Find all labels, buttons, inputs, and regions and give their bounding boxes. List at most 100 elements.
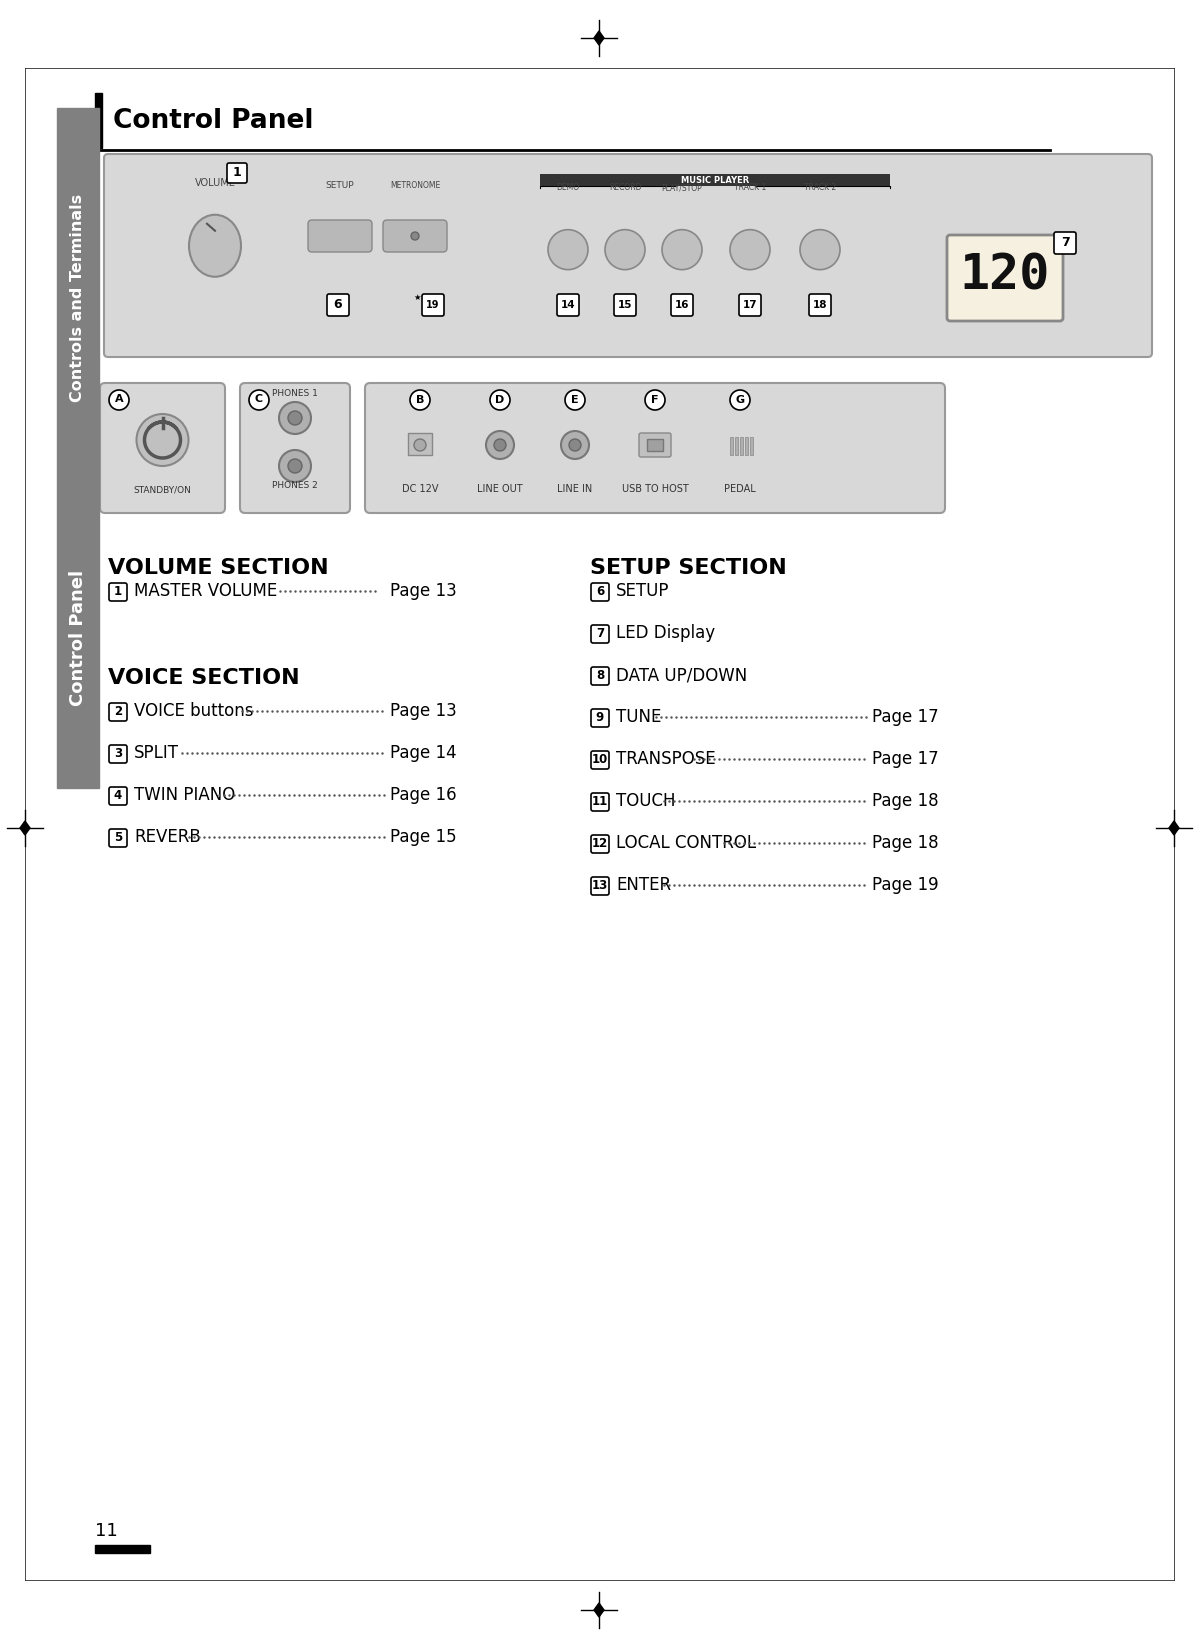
Circle shape [137, 414, 188, 466]
FancyBboxPatch shape [382, 219, 447, 252]
FancyBboxPatch shape [109, 788, 127, 804]
Text: 10: 10 [592, 753, 608, 766]
Text: ENTER: ENTER [616, 877, 671, 893]
Text: Controls and Terminals: Controls and Terminals [71, 194, 85, 402]
Text: PLAY/STOP: PLAY/STOP [662, 183, 703, 193]
FancyBboxPatch shape [109, 745, 127, 763]
Text: STANDBY/ON: STANDBY/ON [133, 485, 192, 494]
Text: 7: 7 [596, 626, 604, 639]
Text: 12: 12 [592, 837, 608, 850]
Text: Page 18: Page 18 [872, 834, 939, 852]
Text: Page 17: Page 17 [872, 709, 939, 727]
Circle shape [605, 229, 645, 270]
Bar [540, 175, 890, 186]
Circle shape [494, 438, 506, 452]
Text: MUSIC PLAYER: MUSIC PLAYER [681, 175, 749, 185]
Text: TOUCH: TOUCH [616, 793, 675, 811]
FancyBboxPatch shape [422, 293, 444, 316]
Ellipse shape [189, 214, 241, 277]
Text: 16: 16 [675, 300, 689, 310]
Bar [647, 438, 663, 452]
Text: REVERB: REVERB [134, 827, 200, 845]
Text: TUNE: TUNE [616, 709, 662, 727]
Circle shape [109, 391, 129, 410]
FancyBboxPatch shape [591, 793, 609, 811]
Text: ★: ★ [414, 292, 421, 302]
Text: Control Panel: Control Panel [113, 107, 313, 133]
Text: PHONES 1: PHONES 1 [272, 389, 318, 399]
Circle shape [411, 232, 418, 241]
Bar [745, 437, 748, 455]
Text: PEDAL: PEDAL [724, 485, 755, 494]
FancyBboxPatch shape [591, 667, 609, 686]
Text: DATA UP/DOWN: DATA UP/DOWN [616, 666, 747, 684]
Text: D: D [495, 394, 505, 404]
Text: 17: 17 [742, 300, 758, 310]
FancyBboxPatch shape [109, 829, 127, 847]
Text: Page 16: Page 16 [390, 786, 457, 804]
FancyBboxPatch shape [308, 219, 372, 252]
Text: 120: 120 [960, 250, 1050, 298]
Text: METRONOME: METRONOME [390, 181, 440, 190]
Circle shape [288, 460, 302, 473]
FancyBboxPatch shape [614, 293, 635, 316]
Text: MAX: MAX [231, 318, 251, 326]
Text: VOICE SECTION: VOICE SECTION [108, 667, 300, 687]
Text: VOICE buttons: VOICE buttons [134, 702, 253, 720]
FancyBboxPatch shape [558, 293, 579, 316]
FancyBboxPatch shape [671, 293, 693, 316]
Text: Page 15: Page 15 [390, 827, 457, 845]
Bar [58, 109, 100, 788]
FancyBboxPatch shape [809, 293, 831, 316]
Polygon shape [594, 1604, 604, 1617]
Text: Page 17: Page 17 [872, 750, 939, 768]
FancyBboxPatch shape [109, 583, 127, 602]
Text: 15: 15 [617, 300, 632, 310]
Circle shape [279, 402, 311, 433]
Text: 2: 2 [114, 705, 122, 719]
Text: LED Display: LED Display [616, 625, 715, 643]
FancyBboxPatch shape [1054, 232, 1076, 254]
Bar [735, 437, 739, 455]
FancyBboxPatch shape [327, 293, 349, 316]
Text: Page 13: Page 13 [390, 702, 457, 720]
FancyBboxPatch shape [364, 382, 945, 513]
Text: TRANSPOSE: TRANSPOSE [616, 750, 716, 768]
FancyBboxPatch shape [591, 751, 609, 770]
FancyBboxPatch shape [591, 709, 609, 727]
Text: 6: 6 [333, 298, 342, 311]
Circle shape [288, 410, 302, 425]
FancyBboxPatch shape [591, 625, 609, 643]
Bar [95, 1546, 150, 1552]
Text: 9: 9 [596, 710, 604, 723]
FancyBboxPatch shape [739, 293, 761, 316]
Text: Control Panel: Control Panel [70, 570, 88, 707]
Polygon shape [20, 821, 30, 836]
Text: SPLIT: SPLIT [134, 743, 179, 761]
FancyBboxPatch shape [104, 153, 1152, 358]
Text: B: B [416, 394, 424, 404]
Circle shape [249, 391, 269, 410]
FancyBboxPatch shape [639, 433, 671, 456]
Text: USB TO HOST: USB TO HOST [621, 485, 688, 494]
Text: 4: 4 [114, 789, 122, 803]
Circle shape [645, 391, 665, 410]
Text: TRACK 2: TRACK 2 [803, 183, 836, 193]
FancyBboxPatch shape [240, 382, 350, 513]
Bar [408, 433, 432, 455]
Bar [730, 437, 733, 455]
Text: VOLUME: VOLUME [194, 178, 235, 188]
Text: LINE OUT: LINE OUT [477, 485, 523, 494]
Text: 13: 13 [592, 878, 608, 892]
Circle shape [565, 391, 585, 410]
Polygon shape [1169, 821, 1179, 836]
Text: 6: 6 [596, 585, 604, 598]
Text: F: F [651, 394, 658, 404]
Text: VOLUME SECTION: VOLUME SECTION [108, 559, 329, 578]
Circle shape [561, 432, 589, 460]
Text: 14: 14 [561, 300, 576, 310]
Text: MIN: MIN [181, 318, 197, 326]
Circle shape [279, 450, 311, 481]
Text: 19: 19 [427, 300, 440, 310]
Text: DC 12V: DC 12V [402, 485, 439, 494]
